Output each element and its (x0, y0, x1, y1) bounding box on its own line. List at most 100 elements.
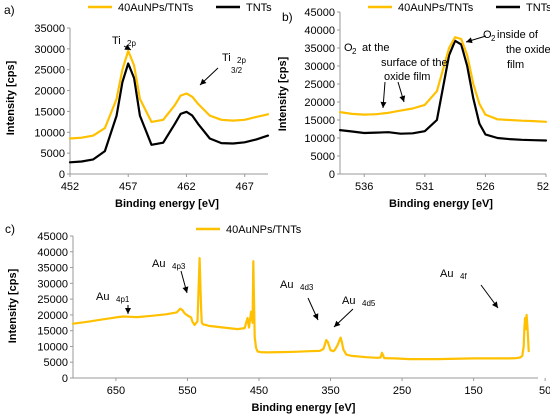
annotation-label: Au (440, 268, 453, 280)
panel-b: b) 0 5000 10000 15000 20000 25000 30000 35000 400… (277, 2, 550, 210)
y-tick-label: 0 (329, 169, 335, 181)
y-tick-label: 35000 (304, 43, 335, 55)
y-tick-label: 0 (62, 373, 68, 385)
annotation-arrowhead (380, 101, 387, 108)
x-axis-title: Binding energy [eV] (389, 198, 493, 210)
y-tick-label: 45000 (304, 7, 335, 19)
y-tick-label: 30000 (37, 278, 68, 290)
x-tick-label: 452 (61, 181, 79, 193)
x-axis-title: Binding energy [eV] (115, 198, 219, 210)
annotation-label: Ti (222, 52, 231, 64)
x-tick-label: 250 (393, 385, 411, 397)
legend-entry: TNTs (246, 2, 272, 14)
annotation-arrowhead (466, 37, 473, 44)
annotation-arrowhead (125, 308, 131, 314)
x-tick-label: 536 (355, 181, 373, 193)
series-line-40aunps-tnts (68, 49, 270, 140)
x-axis-title: Binding energy [eV] (252, 402, 356, 414)
annotation-subscript: 3/2 (231, 66, 243, 75)
y-tick-label: 5000 (44, 357, 68, 369)
y-tick-label: 30000 (304, 61, 335, 73)
annotation-subscript: 4p3 (172, 262, 186, 271)
annotation-label-line: oxide film (384, 71, 430, 83)
x-tick-label: 550 (178, 385, 196, 397)
panel-label: c) (5, 222, 15, 236)
y-tick-label: 40000 (304, 25, 335, 37)
series-line-tnts (68, 62, 270, 164)
annotation-label: Au (280, 279, 293, 291)
annotation-label: Ti (112, 35, 121, 47)
annotation-subscript: 2 (352, 47, 357, 56)
x-tick-label: 450 (250, 385, 268, 397)
annotation-arrowhead (312, 313, 319, 320)
annotation-label: Au (152, 258, 165, 270)
y-tick-label: 35000 (37, 263, 68, 275)
annotation-arrowhead (399, 95, 406, 102)
series-line-40aunps-tnts (338, 36, 548, 123)
annotation-label-line: surface of the (381, 57, 448, 69)
y-axis-title: Intensity [cps] (277, 56, 289, 131)
annotation-arrowhead (334, 320, 341, 327)
legend-entry: 40AuNPs/TNTs (398, 2, 474, 14)
y-tick-label: 5000 (41, 148, 65, 160)
y-tick-label: 30000 (34, 44, 65, 56)
y-tick-label: 25000 (304, 79, 335, 91)
x-tick-label: 521 (537, 181, 550, 193)
x-tick-label: 650 (107, 385, 125, 397)
y-tick-label: 20000 (34, 86, 65, 98)
y-tick-label: 40000 (37, 247, 68, 259)
x-tick-label: 531 (416, 181, 434, 193)
annotation-subscript: 2p (237, 56, 246, 65)
annotation-label: Au (342, 295, 355, 307)
y-tick-label: 15000 (37, 326, 68, 338)
y-tick-label: 20000 (37, 310, 68, 322)
annotation-arrowhead (124, 44, 131, 50)
annotation-label: O (344, 42, 353, 54)
panel-a: a) 0 5000 10000 15000 20000 25000 30000 35000 452… (4, 2, 272, 210)
legend-entry: 40AuNPs/TNTs (226, 224, 302, 236)
annotation-arrowhead (200, 78, 207, 85)
x-tick-label: 50 (539, 385, 550, 397)
x-tick-label: 350 (321, 385, 339, 397)
series-line-tnts (338, 39, 548, 142)
panel-label: a) (4, 3, 15, 17)
y-tick-label: 5000 (311, 151, 335, 163)
annotation-subscript: 4p1 (116, 295, 130, 304)
y-tick-label: 15000 (34, 106, 65, 118)
annotation-arrowhead (182, 286, 189, 293)
legend-entry: 40AuNPs/TNTs (118, 2, 194, 14)
y-tick-label: 10000 (37, 341, 68, 353)
y-tick-label: 20000 (304, 97, 335, 109)
panel-label: b) (282, 10, 293, 24)
x-tick-label: 462 (177, 181, 195, 193)
annotation-label-line: at the (362, 42, 390, 54)
y-axis-title: Intensity [cps] (7, 268, 19, 343)
x-tick-label: 457 (119, 181, 137, 193)
legend-entry: TNTs (526, 2, 550, 14)
y-tick-label: 0 (59, 169, 65, 181)
annotation-subscript: 4f (460, 272, 467, 281)
annotation-label-line: film (507, 59, 524, 71)
annotation-subscript: 2p (127, 39, 136, 48)
annotation-label: Au (96, 291, 109, 303)
y-tick-label: 25000 (37, 294, 68, 306)
annotation-subscript: 4d3 (300, 283, 314, 292)
y-axis-title: Intensity [cps] (5, 60, 17, 135)
annotation-subscript: 4d5 (362, 299, 376, 308)
annotation-arrowhead (492, 301, 498, 308)
y-tick-label: 10000 (34, 127, 65, 139)
x-tick-label: 150 (464, 385, 482, 397)
y-tick-label: 25000 (34, 65, 65, 77)
y-tick-label: 15000 (304, 115, 335, 127)
y-tick-label: 35000 (34, 23, 65, 35)
y-tick-label: 10000 (304, 133, 335, 145)
panel-c: c) 0 5000 10000 15000 20000 25000 30000 35000 400… (5, 222, 550, 414)
series-line-40aunps-tnts (71, 257, 530, 361)
annotation-subscript: 2 (491, 34, 496, 43)
annotation-label: O (483, 29, 492, 41)
x-tick-label: 526 (476, 181, 494, 193)
annotation-label-line: inside of (497, 29, 539, 41)
x-tick-label: 467 (236, 181, 254, 193)
annotation-label-line: the oxide (506, 44, 550, 56)
